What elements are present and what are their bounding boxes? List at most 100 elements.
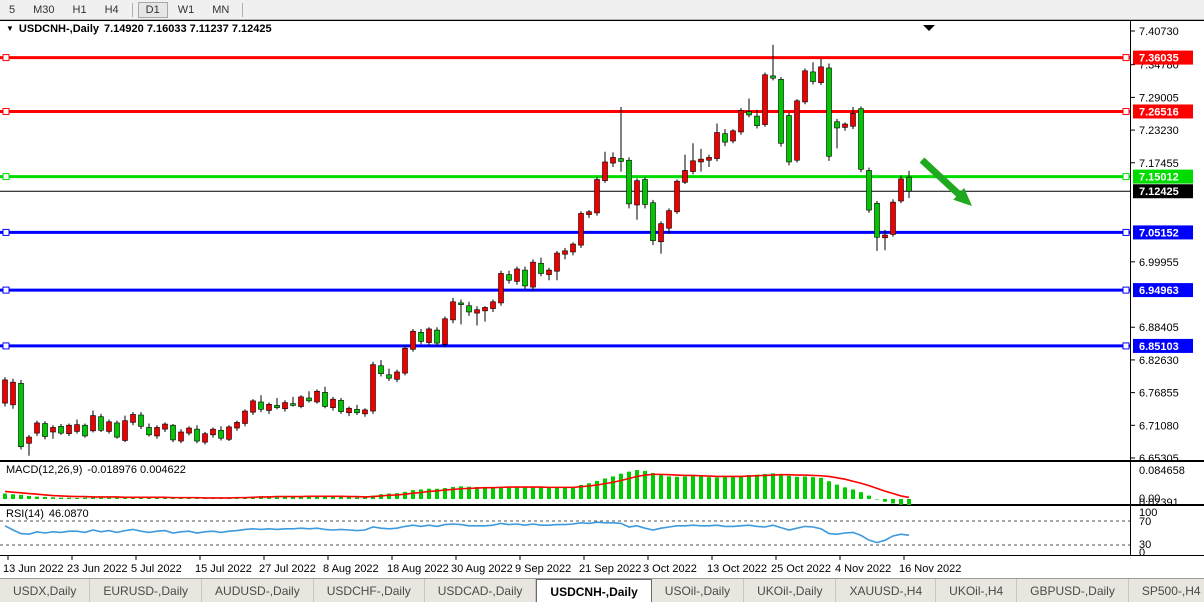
chart-tab-xauusd-h4[interactable]: XAUUSD-,H4 <box>836 579 937 602</box>
rsi-axis-label: 0 <box>1139 547 1145 556</box>
trend-arrow[interactable] <box>919 157 972 206</box>
price-tick-label: 6.99955 <box>1139 257 1179 269</box>
timeframe-button-h1[interactable]: H1 <box>72 3 87 16</box>
candle <box>538 257 544 277</box>
candle <box>850 107 856 130</box>
macd-panel[interactable]: MACD(12,26,9) -0.018976 0.004622 0.08465… <box>0 461 1204 505</box>
macd-histogram-bar <box>339 496 343 499</box>
macd-histogram-bar <box>571 487 575 499</box>
chart-tab-gbpusd-daily[interactable]: GBPUSD-,Daily <box>1017 579 1129 602</box>
candle <box>58 424 64 435</box>
candle <box>386 368 392 382</box>
line-drag-handle[interactable] <box>1122 342 1130 350</box>
svg-text:7.12425: 7.12425 <box>1139 186 1179 198</box>
horizontal-level-line[interactable] <box>0 228 1130 236</box>
macd-histogram-bar <box>579 484 583 499</box>
candle <box>170 424 176 443</box>
horizontal-level-line[interactable] <box>0 173 1130 181</box>
macd-histogram-bar <box>907 499 911 505</box>
candle <box>906 170 912 198</box>
candle <box>74 419 80 434</box>
candle <box>802 68 808 105</box>
macd-histogram-bar <box>611 476 615 499</box>
macd-histogram-bar <box>707 477 711 499</box>
horizontal-level-line[interactable] <box>0 54 1130 62</box>
line-drag-handle[interactable] <box>1122 107 1130 115</box>
horizontal-level-line[interactable] <box>0 342 1130 350</box>
chart-tab-audusd-daily[interactable]: AUDUSD-,Daily <box>202 579 314 602</box>
macd-histogram-bar <box>291 496 295 499</box>
chart-tab-usdcad-daily[interactable]: USDCAD-,Daily <box>425 579 537 602</box>
candle <box>354 404 360 416</box>
price-chart-panel[interactable]: ▼ USDCNH-,Daily 7.14920 7.16033 7.11237 … <box>0 20 1204 461</box>
line-drag-handle[interactable] <box>2 54 10 62</box>
timeframe-button-mn[interactable]: MN <box>212 3 230 16</box>
rsi-panel[interactable]: RSI(14) 46.0870 100 70 30 0 <box>0 505 1204 556</box>
candle <box>506 270 512 284</box>
macd-histogram-bar <box>459 486 463 499</box>
candle <box>274 398 280 410</box>
chart-tab-usdx-daily[interactable]: USDX,Daily <box>0 579 91 602</box>
line-drag-handle[interactable] <box>1122 228 1130 236</box>
chart-tab-usdchf-daily[interactable]: USDCHF-,Daily <box>314 579 425 602</box>
candle <box>194 425 200 444</box>
timeframe-button-m30[interactable]: M30 <box>33 3 55 16</box>
line-drag-handle[interactable] <box>2 228 10 236</box>
chart-tab-usdcnh-daily[interactable]: USDCNH-,Daily <box>536 579 652 602</box>
candle <box>698 148 704 172</box>
line-drag-handle[interactable] <box>1122 286 1130 294</box>
line-drag-handle[interactable] <box>2 107 10 115</box>
candle <box>290 396 296 407</box>
chart-tab-eurusd-daily[interactable]: EURUSD-,Daily <box>90 579 203 602</box>
svg-text:7.05152: 7.05152 <box>1139 227 1179 239</box>
line-drag-handle[interactable] <box>1122 173 1130 181</box>
macd-plot[interactable]: 0.084658 0.000.02391 <box>0 461 1204 505</box>
chart-tab-ukoil-daily[interactable]: UKOil-,Daily <box>744 579 837 602</box>
svg-text:7.36035: 7.36035 <box>1139 53 1179 65</box>
timeframe-button-w1[interactable]: W1 <box>177 3 195 16</box>
candle <box>330 396 336 411</box>
line-drag-handle[interactable] <box>2 173 10 181</box>
date-tick-label: 5 Jul 2022 <box>131 563 182 575</box>
macd-histogram-bar <box>627 471 631 499</box>
line-drag-handle[interactable] <box>1122 54 1130 62</box>
horizontal-level-line[interactable] <box>0 107 1130 115</box>
price-tick-label: 6.71080 <box>1139 420 1179 432</box>
candle <box>90 410 96 433</box>
macd-histogram-bar <box>811 477 815 499</box>
candle <box>658 221 664 254</box>
candle <box>50 425 56 439</box>
price-line-label: 6.85103 <box>1133 338 1193 353</box>
price-tick-label: 7.29005 <box>1139 92 1179 104</box>
macd-histogram-bar <box>171 497 175 499</box>
candle <box>34 420 40 436</box>
macd-histogram-bar <box>899 499 903 505</box>
candle <box>706 154 712 168</box>
candle <box>258 395 264 413</box>
chart-tab-sp500-h4[interactable]: SP500-,H4 <box>1129 579 1204 602</box>
macd-histogram-bar <box>3 493 7 499</box>
date-axis: 13 Jun 2022 23 Jun 2022 5 Jul 2022 15 Jul 2… <box>0 556 1204 578</box>
price-chart-plot[interactable]: 7.407307.347807.290057.232307.174556.999… <box>0 20 1204 461</box>
timeframe-button-d1[interactable]: D1 <box>137 1 168 18</box>
price-tick-label: 6.65305 <box>1139 453 1179 461</box>
chart-tab-ukoil-h4[interactable]: UKOil-,H4 <box>936 579 1018 602</box>
macd-histogram-bar <box>651 473 655 499</box>
date-tick-label: 13 Jun 2022 <box>3 563 64 575</box>
timeframe-button-h4[interactable]: H4 <box>104 3 119 16</box>
line-drag-handle[interactable] <box>2 286 10 294</box>
candle <box>410 328 416 352</box>
timeframe-button-5[interactable]: 5 <box>9 3 16 16</box>
macd-histogram-bar <box>803 476 807 499</box>
candle <box>490 299 496 312</box>
candle <box>282 400 288 412</box>
chart-tab-usoil-daily[interactable]: USOil-,Daily <box>652 579 745 602</box>
horizontal-level-line[interactable] <box>0 286 1130 294</box>
line-drag-handle[interactable] <box>2 342 10 350</box>
candle <box>570 242 576 256</box>
macd-axis-label: 0.00 <box>1139 493 1160 505</box>
candle <box>226 425 232 442</box>
macd-histogram-bar <box>107 496 111 499</box>
